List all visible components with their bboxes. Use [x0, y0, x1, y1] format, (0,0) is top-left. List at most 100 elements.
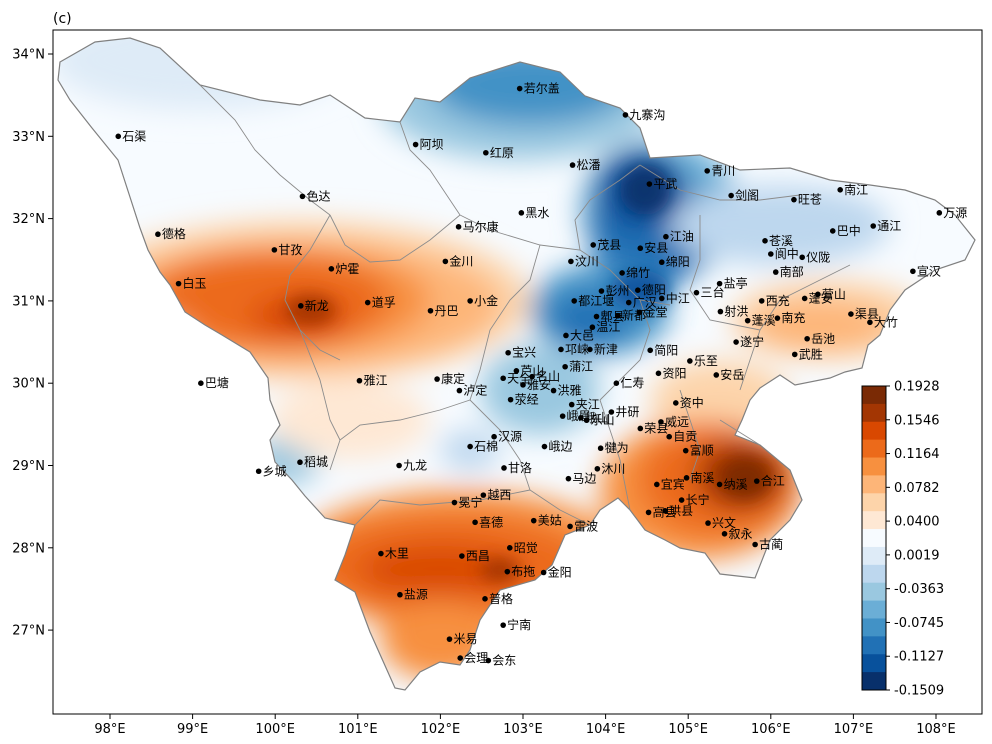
station: 蓬溪 — [744, 314, 776, 328]
station-label: 甘孜 — [278, 243, 302, 257]
station-marker — [704, 168, 710, 174]
station-marker — [594, 465, 601, 472]
station: 名山 — [529, 369, 560, 384]
station-label: 武胜 — [799, 346, 823, 361]
station-marker — [482, 596, 488, 602]
station: 布拖 — [504, 565, 535, 579]
station: 马边 — [565, 472, 596, 486]
station: 荥经 — [507, 393, 539, 407]
station-label: 巴中 — [837, 223, 861, 238]
station-label: 西昌 — [466, 549, 490, 563]
lon-tick-label: 99°E — [177, 722, 208, 737]
station-label: 喜德 — [479, 514, 503, 529]
station: 西昌 — [459, 549, 490, 563]
station: 乐山 — [583, 413, 615, 427]
station: 茂县 — [590, 238, 621, 252]
station-label: 小金 — [474, 293, 498, 308]
station: 阆中 — [768, 246, 799, 261]
station-label: 苍溪 — [769, 234, 793, 248]
station-marker — [540, 569, 547, 576]
station: 沐川 — [594, 462, 625, 476]
station: 西充 — [758, 293, 790, 308]
station-label: 雅江 — [363, 373, 387, 388]
station: 米易 — [446, 632, 478, 646]
station: 三台 — [693, 285, 724, 300]
station: 阿坝 — [412, 138, 444, 152]
station-marker — [615, 312, 621, 319]
station: 冕宁 — [451, 495, 482, 510]
station: 遂宁 — [733, 334, 764, 349]
station: 甘洛 — [501, 460, 532, 475]
station: 黑水 — [518, 206, 549, 220]
station: 德阳 — [635, 282, 666, 297]
station-label: 绵竹 — [626, 266, 650, 280]
station-label: 白玉 — [183, 276, 207, 291]
station: 安县 — [637, 240, 668, 255]
station-marker — [480, 492, 487, 498]
station-label: 石棉 — [474, 440, 498, 454]
station: 九寨沟 — [622, 107, 665, 122]
station: 广汉 — [625, 296, 657, 310]
station-marker — [397, 591, 403, 598]
station: 武胜 — [791, 346, 823, 361]
station: 木里 — [378, 547, 409, 561]
station-marker — [550, 387, 557, 394]
colorbar-segment — [862, 654, 886, 673]
station-label: 三台 — [700, 285, 724, 300]
colorbar-tick-label: 0.1164 — [894, 447, 940, 462]
station-marker — [485, 657, 492, 664]
station-label: 万源 — [943, 206, 967, 220]
station-label: 安岳 — [720, 367, 744, 382]
station-marker — [752, 541, 758, 548]
station-marker — [799, 254, 805, 261]
colorbar-tick-label: 0.1928 — [894, 380, 940, 395]
station: 荣县 — [637, 421, 668, 435]
station-label: 南充 — [781, 310, 805, 325]
station-label: 若尔盖 — [524, 81, 560, 96]
station-marker — [673, 400, 679, 406]
station: 金川 — [442, 253, 473, 268]
station-label: 乐至 — [694, 354, 718, 368]
station-marker — [501, 465, 507, 471]
station-marker — [467, 298, 473, 304]
station: 威远 — [658, 415, 689, 429]
station-label: 米易 — [453, 632, 477, 646]
station-label: 九寨沟 — [629, 107, 665, 122]
station-label: 雷波 — [574, 519, 598, 533]
station: 资中 — [673, 395, 704, 410]
station-marker — [728, 192, 734, 199]
station: 乐至 — [687, 354, 718, 368]
station-label: 广汉 — [633, 296, 657, 310]
station: 道孚 — [364, 296, 396, 310]
station: 甘孜 — [271, 243, 302, 257]
station-label: 乡城 — [263, 464, 287, 478]
station-label: 汶川 — [575, 253, 599, 268]
station-marker — [768, 251, 774, 257]
station-marker — [597, 445, 604, 452]
station-marker — [801, 295, 808, 302]
station-marker — [744, 317, 751, 324]
station: 雷波 — [567, 519, 598, 533]
station-marker — [625, 299, 632, 306]
station: 越西 — [480, 488, 511, 502]
station-label: 射洪 — [724, 304, 748, 319]
station: 仪陇 — [799, 249, 830, 264]
station-marker — [457, 655, 464, 661]
station-label: 中江 — [666, 290, 690, 305]
station: 会东 — [485, 654, 516, 668]
station: 自贡 — [666, 430, 697, 444]
colorbar-tick-label: -0.1509 — [894, 684, 944, 699]
station-marker — [829, 228, 836, 234]
station-marker — [635, 287, 641, 294]
station-label: 马尔康 — [463, 219, 499, 234]
station-marker — [513, 368, 520, 374]
station-label: 德格 — [162, 226, 186, 241]
station-label: 甘洛 — [508, 460, 532, 475]
station-label: 剑阁 — [735, 188, 759, 203]
lon-tick-label: 106°E — [751, 722, 791, 737]
station-marker — [583, 417, 590, 424]
station-label: 渠县 — [855, 307, 879, 321]
station: 古蔺 — [752, 537, 783, 552]
station-marker — [356, 377, 363, 384]
station-label: 德阳 — [642, 282, 666, 297]
